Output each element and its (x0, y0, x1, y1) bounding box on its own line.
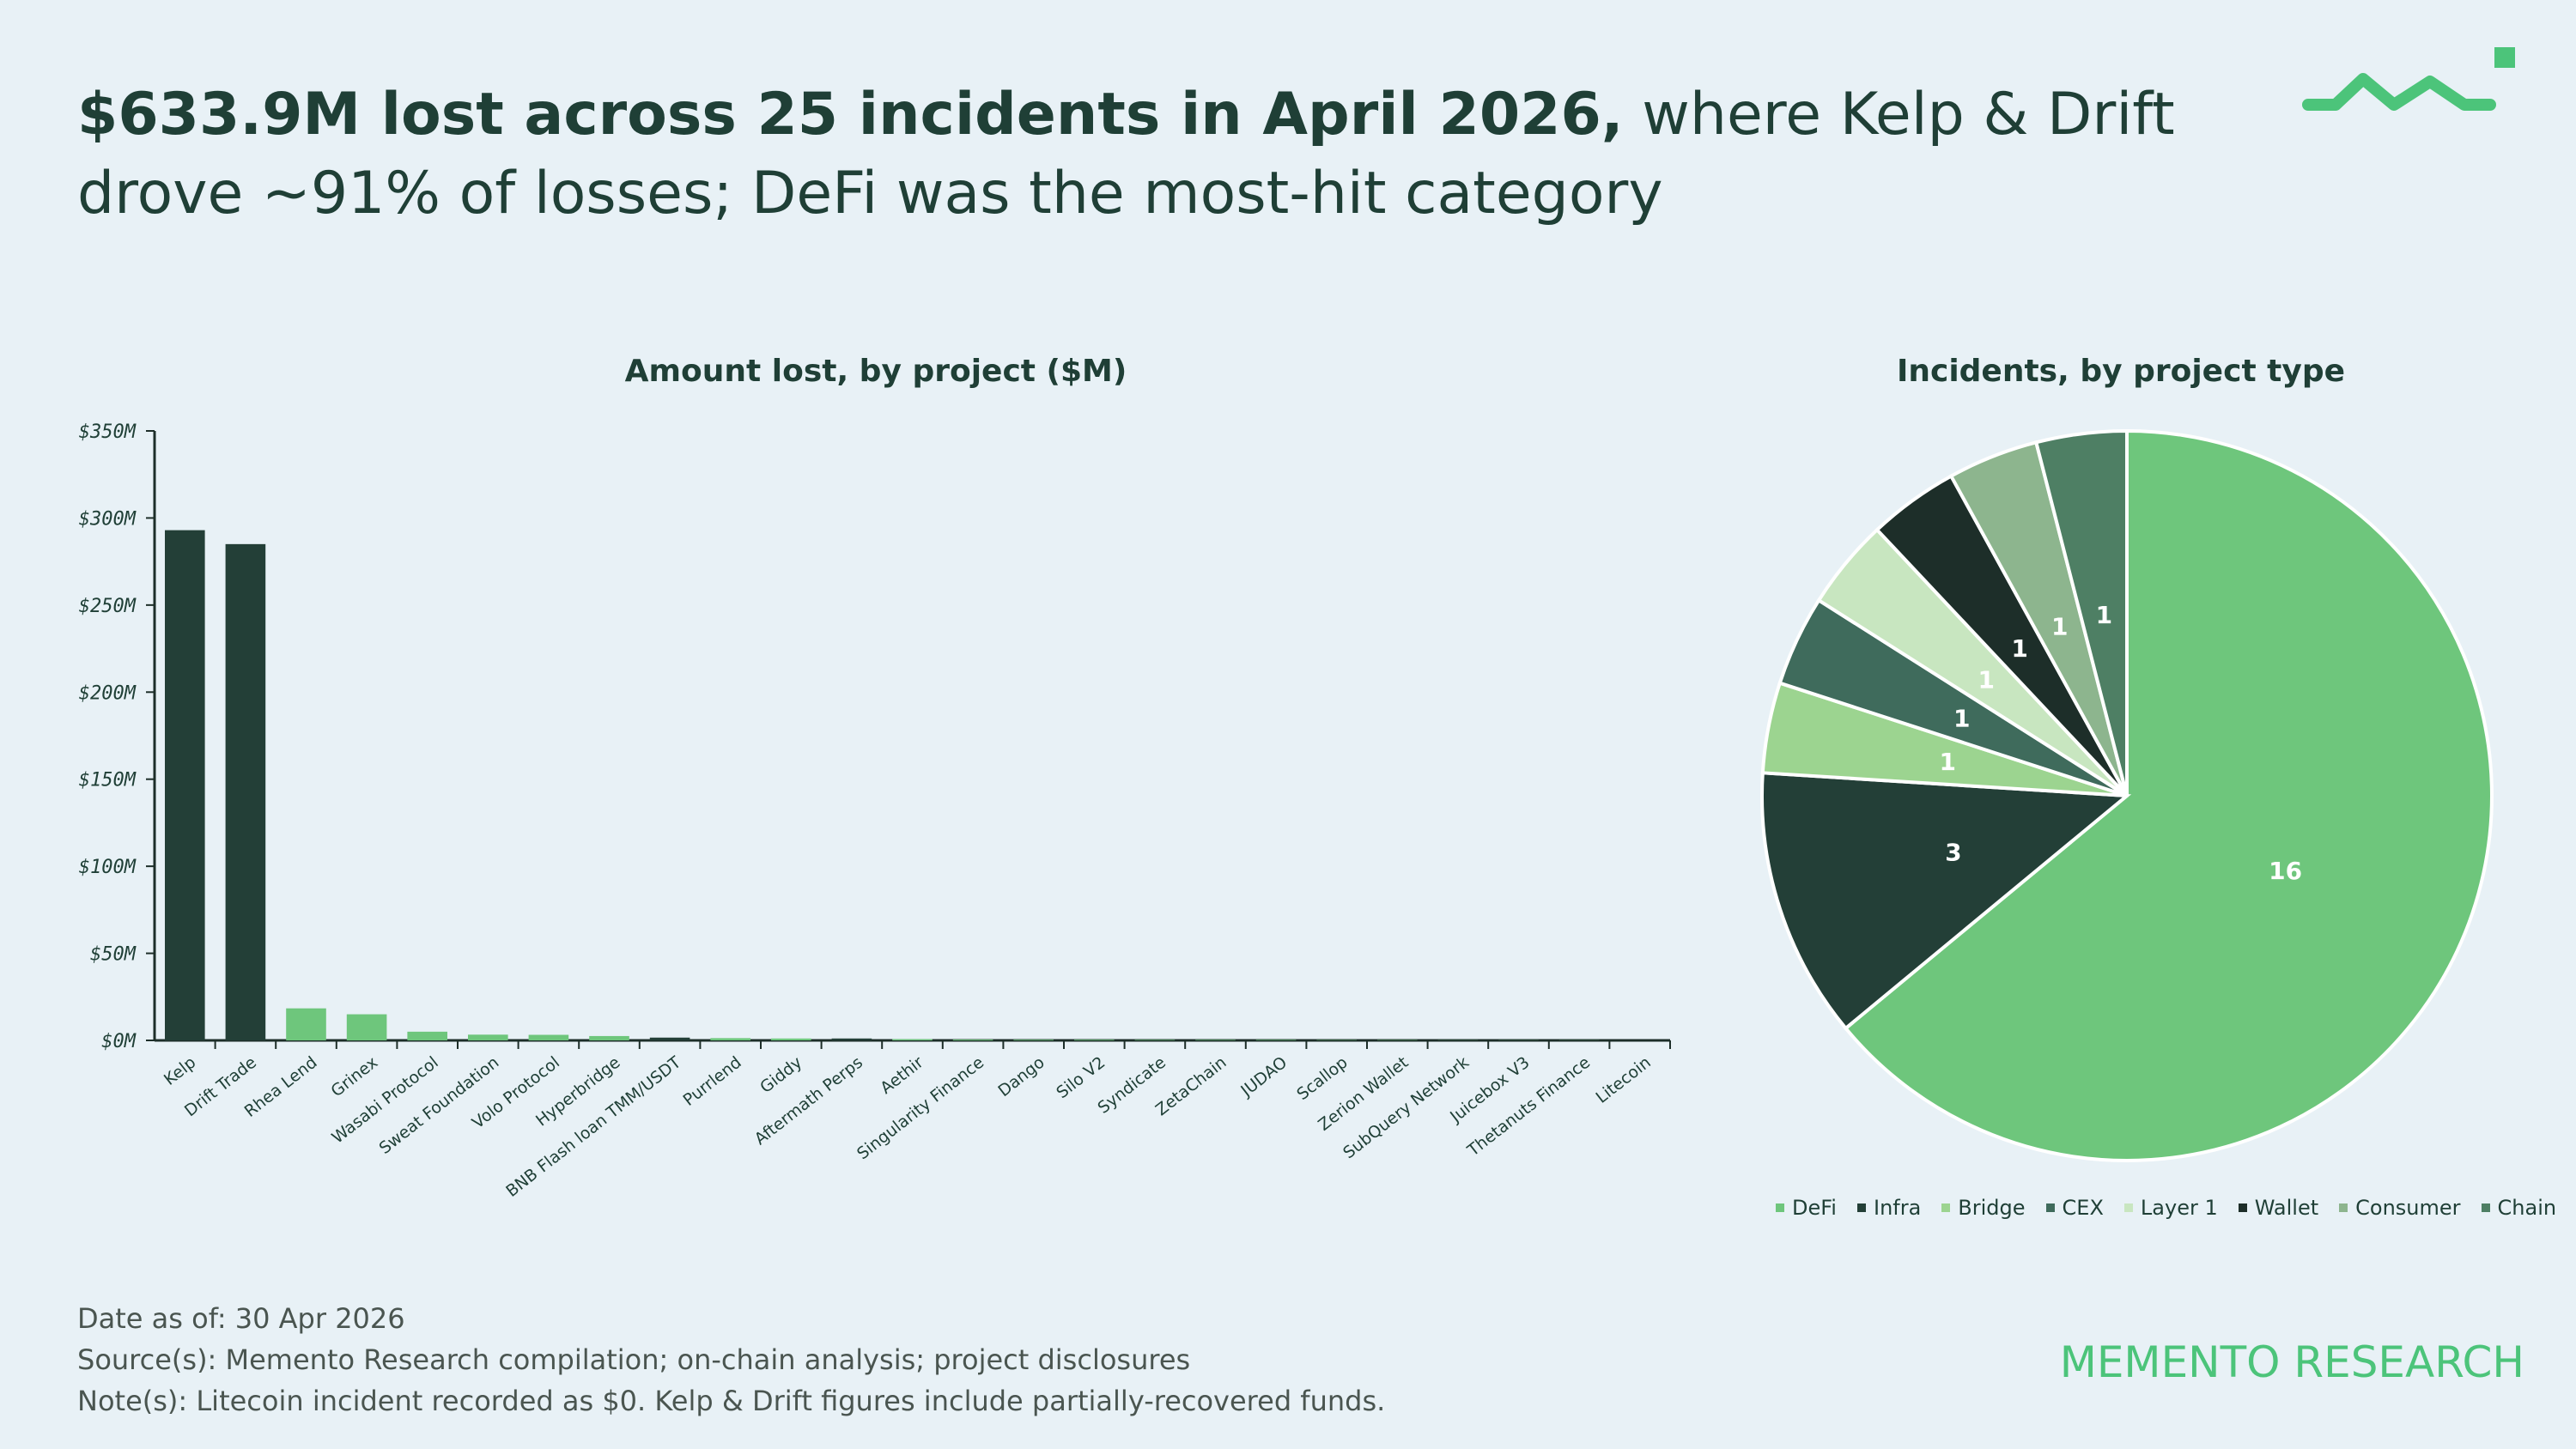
bar (831, 1038, 872, 1040)
page-title: $633.9M lost across 25 incidents in Apri… (77, 76, 2224, 233)
legend-item: Chain (2481, 1196, 2557, 1220)
pie-slice (2033, 428, 2129, 797)
y-tick-label: $350M (79, 421, 137, 443)
legend-swatch (2045, 1203, 2055, 1212)
legend-swatch (2238, 1203, 2247, 1212)
pie-slice (1760, 771, 2132, 1031)
page-title-bold: $633.9M lost across 25 incidents in Apri… (77, 81, 1624, 149)
y-tick-label: $200M (79, 682, 137, 704)
bar (649, 1037, 690, 1040)
x-tick-label: Silo V2 (1053, 1053, 1109, 1103)
bar (589, 1035, 629, 1040)
pie-slice-label: 1 (2051, 612, 2068, 640)
pie-slice-label: 1 (1953, 705, 1970, 733)
legend-item: CEX (2045, 1196, 2104, 1220)
bar (346, 1014, 387, 1040)
legend-item: Bridge (1941, 1196, 2026, 1220)
legend-swatch (2123, 1203, 2133, 1212)
x-tick-label: Kelp (161, 1053, 199, 1089)
bar (468, 1034, 508, 1040)
pie-slice (1843, 428, 2494, 1162)
x-tick-label: Purrlend (680, 1053, 745, 1110)
pie-slice-label: 1 (2011, 634, 2027, 663)
footer: Date as of: 30 Apr 2026 Source(s): Memen… (77, 1298, 1385, 1422)
x-tick-label: Scallop (1293, 1053, 1351, 1104)
pie-slice-label: 1 (1940, 748, 1956, 776)
header: $633.9M lost across 25 incidents in Apri… (77, 76, 2224, 233)
x-tick-label: Dango (994, 1053, 1048, 1101)
footer-sources: Source(s): Memento Research compilation;… (77, 1343, 1191, 1376)
pie-slice-label: 1 (1978, 666, 1995, 694)
legend-item: Consumer (2339, 1196, 2461, 1220)
pie-slice-label: 1 (2096, 601, 2112, 629)
bar-chart-title: Amount lost, by project ($M) (624, 354, 1127, 389)
bar (528, 1034, 569, 1040)
footer-notes: Note(s): Litecoin incident recorded as $… (77, 1385, 1386, 1417)
legend-label: Bridge (1958, 1196, 2026, 1220)
y-tick-label: $50M (90, 944, 137, 966)
brand-name: MEMENTO RESEARCH (2059, 1337, 2524, 1387)
legend-item: DeFi (1776, 1196, 1837, 1220)
legend-label: Chain (2497, 1196, 2557, 1220)
legend-item: Layer 1 (2123, 1196, 2218, 1220)
page-title-rest: where Kelp & Drift drove ~91% of losses;… (77, 81, 2175, 227)
legend-swatch (1941, 1203, 1951, 1212)
logo-wave-icon (2302, 73, 2496, 111)
x-tick-label: Litecoin (1593, 1053, 1655, 1107)
legend-label: Consumer (2355, 1196, 2461, 1220)
legend-swatch (2481, 1203, 2490, 1212)
legend-swatch (2339, 1203, 2348, 1212)
pie-slice-label: 16 (2269, 857, 2302, 885)
memento-wave-logo-icon (2302, 47, 2515, 111)
x-tick-label: Aethir (877, 1052, 927, 1098)
bar (710, 1038, 750, 1040)
x-tick-label: JUDAO (1236, 1053, 1291, 1101)
y-tick-label: $150M (79, 770, 137, 791)
bar (225, 543, 266, 1040)
y-tick-label: $300M (79, 508, 137, 530)
legend-label: Infra (1873, 1196, 1922, 1220)
y-tick-label: $0M (101, 1031, 136, 1052)
legend-swatch (1856, 1203, 1866, 1212)
pie-slice-label: 3 (1945, 839, 1961, 867)
x-tick-label: Aftermath Perps (751, 1053, 866, 1149)
y-tick-label: $250M (79, 596, 137, 617)
logo-square-icon (2494, 47, 2515, 68)
bar (407, 1031, 447, 1040)
legend-label: CEX (2062, 1196, 2104, 1220)
x-tick-label: Wasabi Protocol (328, 1053, 441, 1148)
pie-legend: DeFi Infra Bridge CEX Layer 1 Wallet Consumer C… (1776, 1196, 2556, 1220)
bar-chart: $0M $50M $100M $150M $200M $250M $300M $350M Kel… (79, 421, 1671, 1201)
legend-item: Infra (1856, 1196, 1922, 1220)
y-tick-label: $100M (79, 857, 137, 878)
legend-label: Layer 1 (2140, 1196, 2218, 1220)
bar (771, 1038, 811, 1040)
x-tick-label: Giddy (756, 1053, 805, 1097)
legend-swatch (1776, 1203, 1784, 1212)
legend-item: Wallet (2238, 1196, 2319, 1220)
legend-label: DeFi (1792, 1196, 1837, 1220)
pie-chart-title: Incidents, by project type (1896, 354, 2346, 389)
bar (286, 1008, 326, 1040)
bar (165, 530, 205, 1040)
legend-label: Wallet (2254, 1196, 2319, 1220)
x-tick-label: Grinex (327, 1053, 381, 1101)
footer-date: Date as of: 30 Apr 2026 (77, 1302, 405, 1335)
